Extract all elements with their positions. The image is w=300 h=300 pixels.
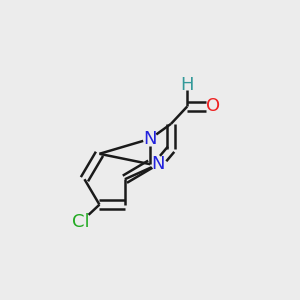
Text: Cl: Cl [72,213,90,231]
Text: N: N [152,155,165,173]
Text: N: N [143,130,157,148]
Text: O: O [206,98,220,116]
Text: H: H [181,76,194,94]
